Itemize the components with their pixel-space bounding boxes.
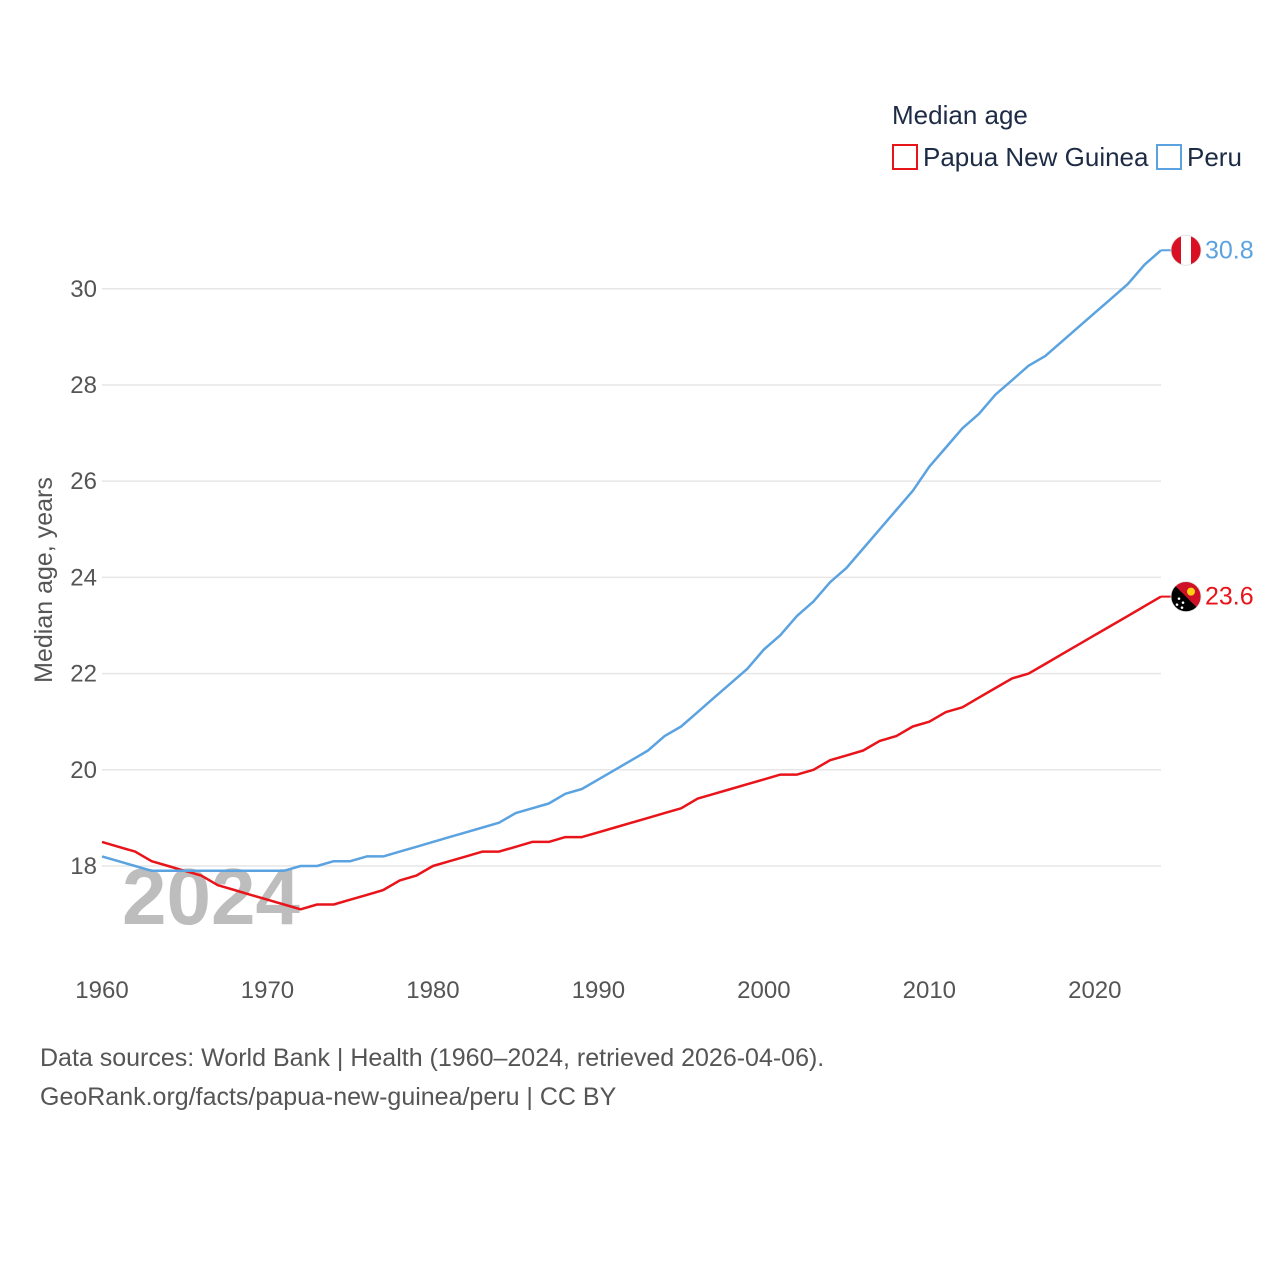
y-tick-18: 18 xyxy=(70,853,97,880)
end-labels: 23.6 30.8 xyxy=(1161,234,1254,613)
source-line: Data sources: World Bank | Health (1960–… xyxy=(40,1044,825,1072)
median-age-chart: 18 20 22 24 26 28 30 1960 1970 1980 1990 2000 2010 2… xyxy=(30,100,1254,1004)
y-tick-20: 20 xyxy=(70,757,97,784)
flag-star-0-papua-new-guinea xyxy=(1177,597,1181,600)
source-link[interactable]: GeoRank.org/facts/papua-new-guinea/peru … xyxy=(40,1083,617,1111)
y-tick-22: 22 xyxy=(70,661,97,688)
x-tick-1970: 1970 xyxy=(241,977,294,1004)
legend-label-papua-new-guinea: Papua New Guinea xyxy=(923,142,1149,172)
flag-star-3-papua-new-guinea xyxy=(1180,606,1184,609)
line-papua-new-guinea xyxy=(101,595,1162,911)
legend-title: Median age xyxy=(892,100,1028,130)
legend-item-peru[interactable]: Peru xyxy=(1156,142,1242,172)
peru-flag-icon xyxy=(1170,234,1202,266)
legend-swatch-peru xyxy=(1156,144,1182,170)
y-tick-30: 30 xyxy=(70,276,97,303)
x-tick-1980: 1980 xyxy=(406,977,459,1004)
y-axis-ticks: 18 20 22 24 26 28 30 xyxy=(70,276,97,880)
y-tick-28: 28 xyxy=(70,372,97,399)
legend-item-papua-new-guinea[interactable]: Papua New Guinea xyxy=(892,142,1149,172)
legend: Median age Papua New Guinea Peru xyxy=(892,100,1242,172)
flag-ring-peru xyxy=(1170,234,1202,266)
flag-ring-papua-new-guinea xyxy=(1170,581,1202,613)
x-tick-2020: 2020 xyxy=(1068,977,1121,1004)
x-axis-ticks: 1960 1970 1980 1990 2000 2010 2020 xyxy=(75,977,1121,1004)
legend-swatch-papua-new-guinea xyxy=(892,144,918,170)
line-peru xyxy=(101,249,1162,873)
y-tick-26: 26 xyxy=(70,468,97,495)
x-tick-2000: 2000 xyxy=(737,977,790,1004)
flag-star-2-papua-new-guinea xyxy=(1175,603,1179,606)
x-tick-2010: 2010 xyxy=(903,977,956,1004)
flag-body-papua-new-guinea xyxy=(1171,581,1201,612)
flag-white-peru xyxy=(1181,235,1191,266)
x-tick-1990: 1990 xyxy=(572,977,625,1004)
end-value-peru: 30.8 xyxy=(1205,236,1254,264)
y-axis-label: Median age, years xyxy=(30,477,58,683)
flag-black-papua-new-guinea xyxy=(1171,581,1201,612)
series-lines xyxy=(101,249,1162,911)
gridlines xyxy=(102,288,1161,867)
end-value-papua-new-guinea: 23.6 xyxy=(1205,583,1254,611)
x-tick-1960: 1960 xyxy=(75,977,128,1004)
legend-label-peru: Peru xyxy=(1187,142,1242,172)
y-tick-24: 24 xyxy=(70,564,97,591)
year-overlay: 2024 xyxy=(122,852,300,941)
png-flag-icon xyxy=(1170,581,1202,613)
flag-body-peru xyxy=(1171,235,1201,266)
flag-star-1-papua-new-guinea xyxy=(1181,601,1185,604)
flag-bird-papua-new-guinea xyxy=(1187,587,1195,596)
